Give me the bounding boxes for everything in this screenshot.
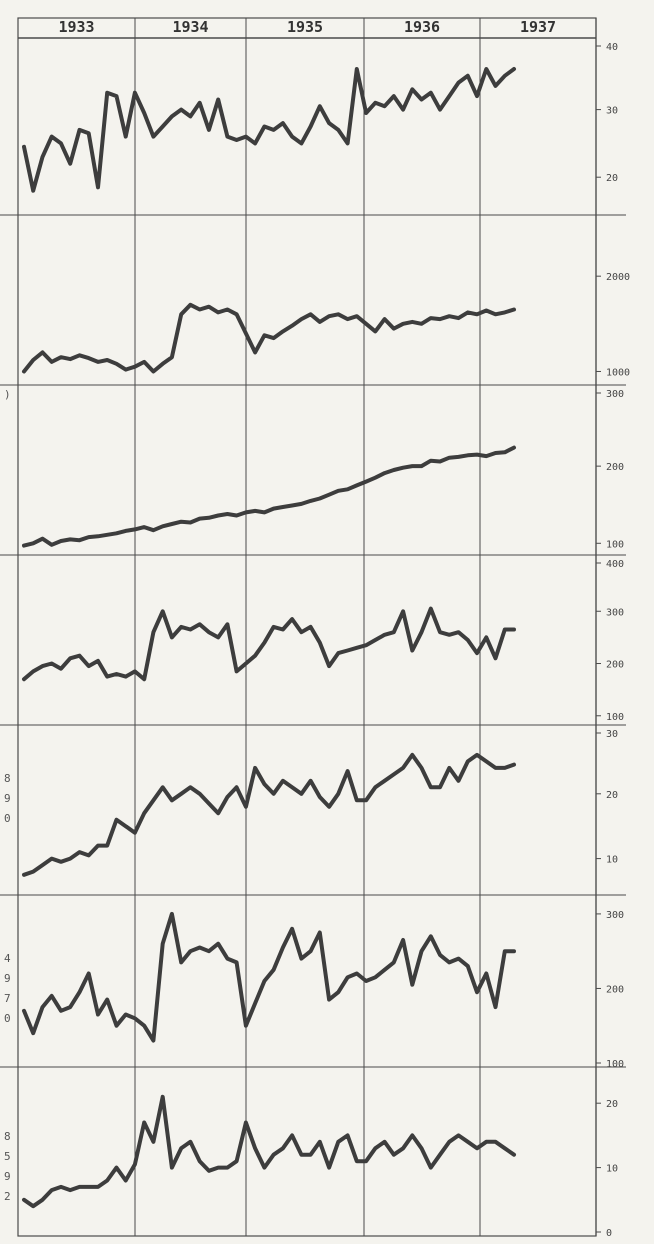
- margin-fragment: 9: [4, 972, 11, 985]
- year-label: 1935: [287, 18, 323, 36]
- tick-label: 0: [606, 1228, 612, 1239]
- margin-fragment: 0: [4, 1012, 11, 1025]
- margin-fragment: 7: [4, 992, 11, 1005]
- series-line: [22, 606, 516, 682]
- margin-fragment: 8: [4, 772, 11, 785]
- tick-label: 30: [606, 106, 618, 117]
- tick-label: 100: [606, 539, 624, 550]
- year-label: 1933: [58, 18, 94, 36]
- left-margin-fragments: ) 8 9 0 4 9 7 0 8 5 9 2: [4, 388, 11, 1203]
- tick-label: 40: [606, 42, 618, 53]
- tick-label: 100: [606, 1059, 624, 1070]
- tick-label: 20: [606, 1099, 618, 1110]
- series-line: [22, 67, 516, 193]
- tick-label: 200: [606, 462, 624, 473]
- tick-label: 400: [606, 559, 624, 570]
- series-line: [22, 302, 516, 374]
- tick-label: 10: [606, 855, 618, 866]
- tick-label: 20: [606, 173, 618, 184]
- tick-labels: 2030401000200010020030010020030040010203…: [596, 42, 630, 1239]
- margin-fragment: 0: [4, 812, 11, 825]
- series-line: [22, 445, 516, 548]
- year-labels: 1933 1934 1935 1936 1937: [58, 18, 556, 36]
- margin-fragment: 5: [4, 1150, 11, 1163]
- year-label: 1934: [172, 18, 208, 36]
- tick-label: 200: [606, 660, 624, 671]
- series-line: [22, 911, 516, 1043]
- tick-label: 300: [606, 389, 624, 400]
- series-group: [22, 67, 516, 1209]
- series-line: [22, 1094, 516, 1209]
- margin-fragment: 2: [4, 1190, 11, 1203]
- year-label: 1936: [404, 18, 440, 36]
- margin-fragment: 9: [4, 1170, 11, 1183]
- tick-label: 100: [606, 712, 624, 723]
- tick-label: 2000: [606, 272, 630, 283]
- tick-label: 10: [606, 1164, 618, 1175]
- margin-fragment: 4: [4, 952, 11, 965]
- tick-label: 300: [606, 607, 624, 618]
- chart-frame: [0, 17, 626, 1237]
- tick-label: 1000: [606, 367, 630, 378]
- year-label: 1937: [520, 18, 556, 36]
- tick-label: 30: [606, 729, 618, 740]
- tick-label: 20: [606, 790, 618, 801]
- series-line: [22, 752, 516, 877]
- margin-fragment: 9: [4, 792, 11, 805]
- margin-fragment: ): [4, 388, 11, 401]
- tick-label: 300: [606, 910, 624, 921]
- margin-fragment: 8: [4, 1130, 11, 1143]
- tick-label: 200: [606, 984, 624, 995]
